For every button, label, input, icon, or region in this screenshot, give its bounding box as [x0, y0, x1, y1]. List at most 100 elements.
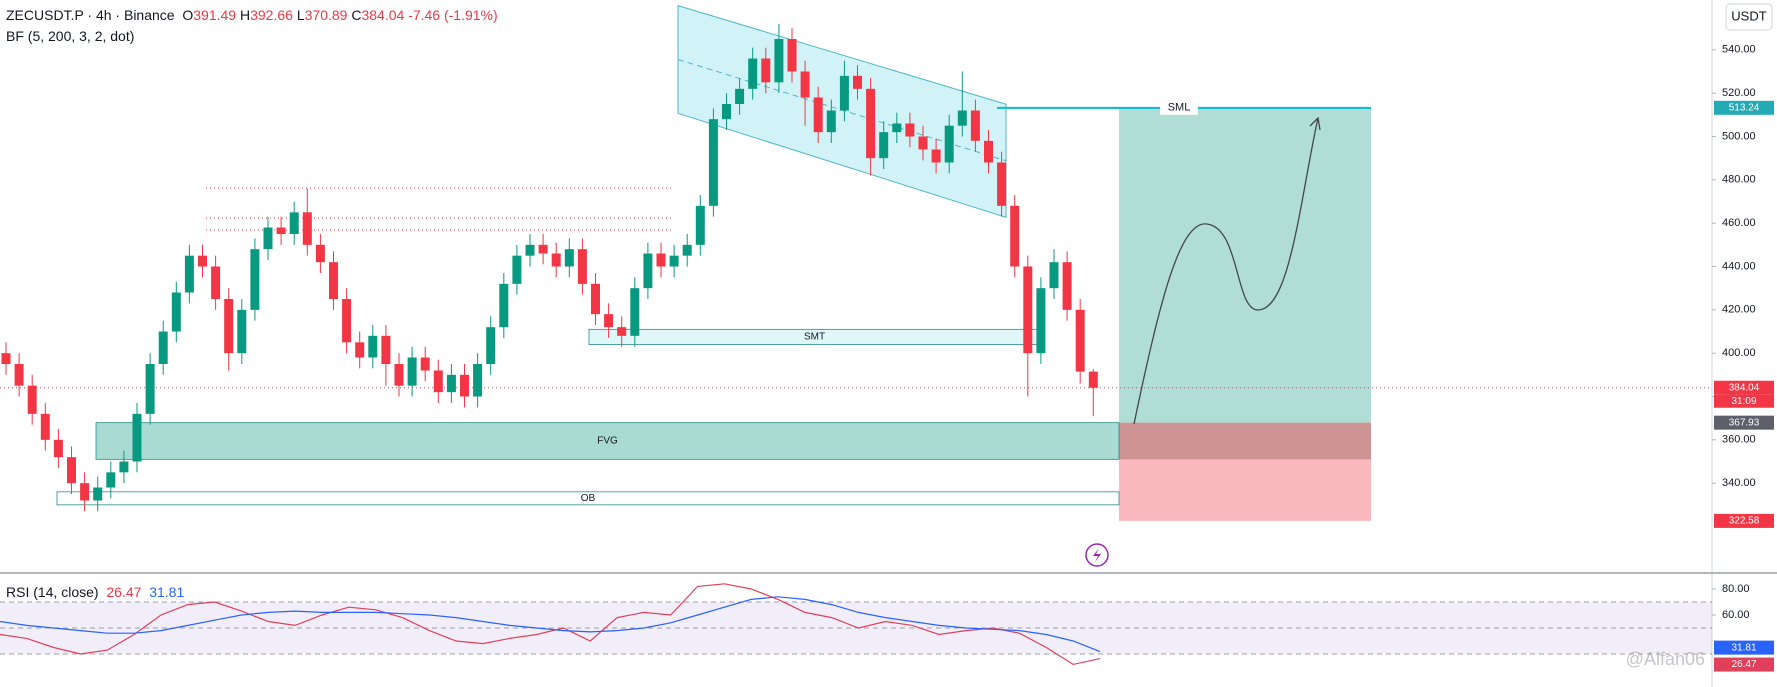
candle-body	[708, 119, 718, 206]
candle-body	[80, 483, 90, 501]
candle-body	[591, 283, 600, 315]
candle-body	[67, 457, 76, 484]
candle-body	[119, 461, 129, 473]
candle-body	[1075, 309, 1085, 372]
candle-body	[866, 88, 876, 159]
y-tick-label: 400.00	[1722, 347, 1756, 359]
rsi-y-tick-label: 80.00	[1722, 583, 1750, 595]
candle-body	[106, 472, 116, 488]
candle-body	[211, 266, 221, 299]
candle-body	[499, 283, 509, 328]
candle-body	[761, 58, 771, 83]
candle-body	[355, 342, 365, 358]
candle-body	[420, 357, 430, 371]
c-label: C	[351, 7, 362, 23]
entry-price-label: 367.93	[1729, 417, 1760, 428]
candle-body	[250, 249, 260, 310]
candle-body	[394, 364, 404, 386]
candle-body	[735, 88, 745, 104]
candle-body	[342, 299, 352, 343]
candle-body	[813, 97, 823, 133]
l-label: L	[296, 7, 305, 23]
y-tick-label: 520.00	[1722, 87, 1756, 99]
candle-body	[158, 331, 168, 364]
candle-body	[184, 255, 194, 293]
watermark: @Alfan06	[1626, 649, 1705, 669]
target-price-label-bg	[1714, 100, 1774, 115]
candle-body	[263, 227, 273, 250]
candle-body	[93, 487, 103, 501]
candle-body	[839, 75, 849, 111]
candle-body	[853, 75, 862, 89]
y-tick-label: 500.00	[1722, 130, 1756, 142]
symbol: ZECUSDT.P · 4h · Binance	[6, 7, 175, 23]
candle-body	[171, 292, 181, 332]
y-tick-label: 460.00	[1722, 217, 1756, 229]
rsi-value-label: 31.81	[1731, 642, 1756, 653]
candle-body	[145, 364, 155, 414]
fvg-overlap	[1119, 422, 1371, 460]
rsi-value-label: 26.47	[1731, 659, 1756, 670]
zone-label: OB	[581, 493, 596, 504]
candle-body	[695, 205, 705, 245]
rsi-y-tick-label: 60.00	[1722, 609, 1750, 621]
alert-bolt	[1093, 548, 1101, 562]
y-tick-label: 440.00	[1722, 260, 1756, 272]
y-tick-label: 360.00	[1722, 434, 1756, 446]
stop-price-label-bg	[1714, 513, 1774, 528]
last-price-label-bg	[1714, 380, 1774, 395]
candle-body	[564, 249, 574, 267]
candle-body	[826, 110, 836, 133]
candle-body	[918, 136, 928, 150]
candle-body	[787, 39, 797, 72]
y-tick-label: 340.00	[1722, 477, 1756, 489]
candle-body	[997, 162, 1007, 206]
countdown: 31:09	[1731, 396, 1756, 407]
rsi-legend: RSI (14, close) 26.47 31.81	[6, 584, 184, 600]
rsi-line	[0, 596, 1101, 653]
candle-body	[1010, 205, 1020, 267]
last-price-label: 384.04	[1729, 382, 1760, 393]
candle-body	[957, 110, 967, 126]
candle-body	[276, 227, 286, 234]
candle-body	[800, 71, 810, 98]
candle-body	[486, 327, 496, 364]
change: -7.46 (-1.91%)	[408, 7, 498, 23]
candle-body	[617, 327, 627, 336]
forecast-arrow	[1309, 116, 1321, 131]
candle-body	[944, 125, 954, 163]
candle-body	[381, 335, 391, 364]
candle-body	[53, 439, 63, 458]
candle-body	[748, 58, 758, 89]
candle-body	[302, 212, 312, 245]
candle-body	[27, 385, 37, 414]
candle-body	[132, 413, 142, 462]
indicator: BF (5, 200, 3, 2, dot)	[6, 28, 135, 44]
candle-body	[722, 104, 731, 120]
rsi-value-bg	[1714, 657, 1774, 672]
candle-body	[538, 244, 548, 254]
candle-body	[892, 123, 902, 133]
candle-body	[984, 140, 993, 163]
h-value: 392.66	[250, 7, 293, 23]
candle-body	[1088, 371, 1098, 388]
candle-body	[656, 253, 666, 267]
candle-body	[931, 149, 941, 163]
candle-body	[551, 253, 561, 267]
o-value: 391.49	[193, 7, 237, 23]
currency: USDT	[1731, 8, 1766, 23]
candle-body	[40, 413, 50, 440]
target-zone	[1119, 107, 1371, 423]
candle-body	[237, 309, 247, 354]
currency-box	[1725, 3, 1773, 31]
candle-body	[774, 39, 784, 83]
sml-label: SML	[1168, 102, 1191, 114]
zone	[95, 422, 1120, 460]
candle-body	[224, 299, 234, 354]
candle-body	[512, 255, 522, 284]
c-value: 384.04	[361, 7, 405, 23]
h-label: H	[239, 7, 251, 23]
zone	[56, 491, 1120, 506]
indicator-legend: BF (5, 200, 3, 2, dot)	[6, 28, 134, 44]
